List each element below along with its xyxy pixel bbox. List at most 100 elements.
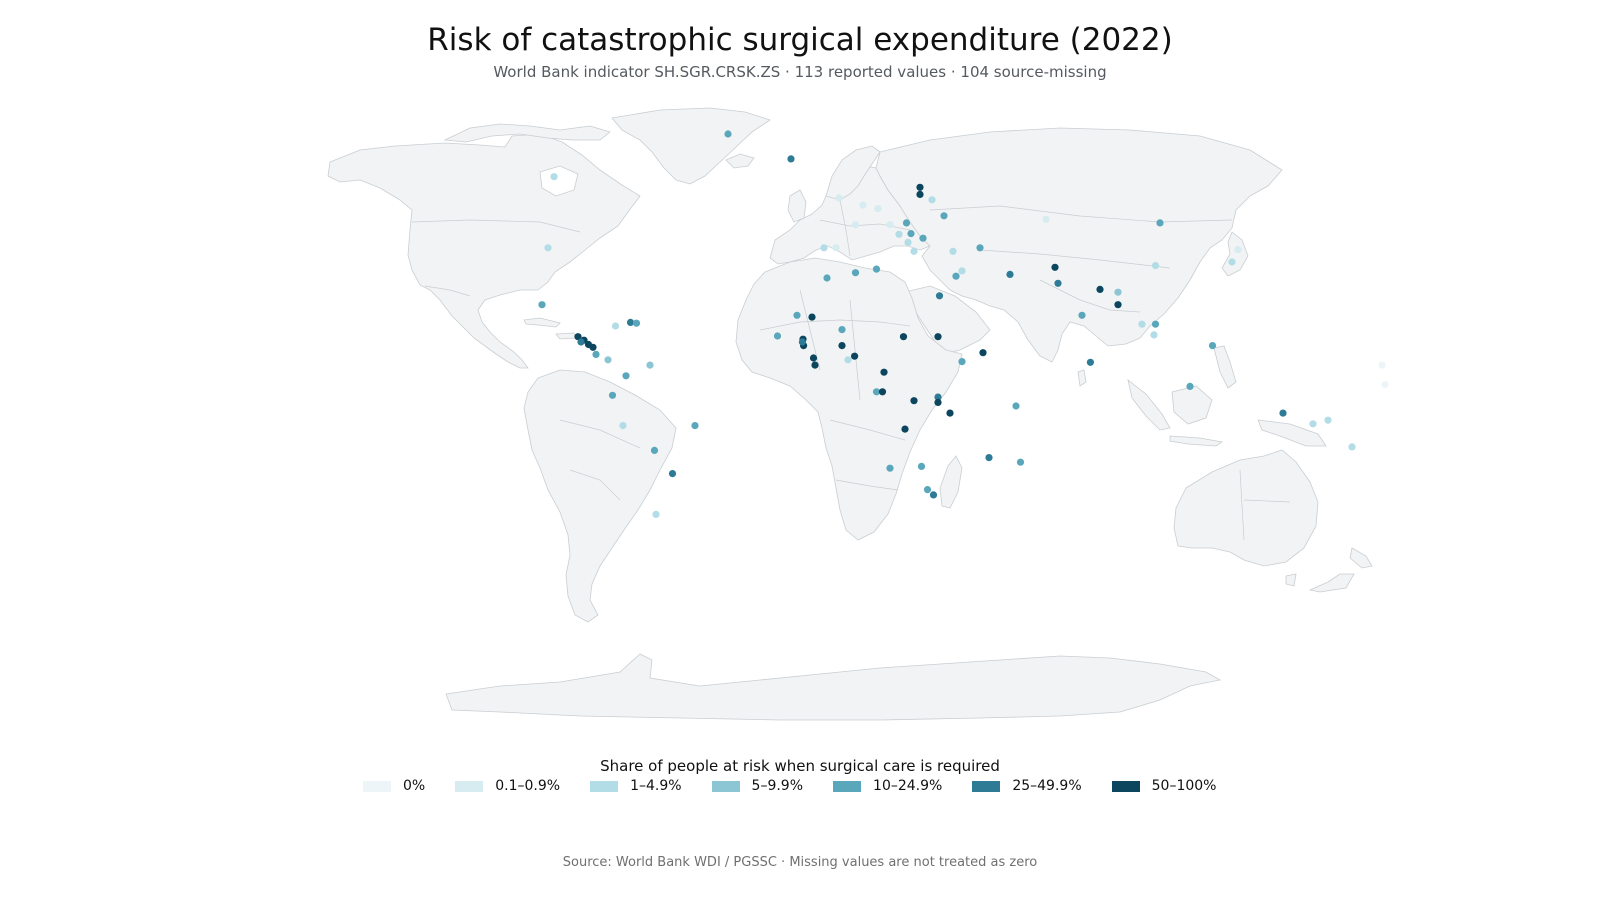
land-north-america [327, 133, 641, 369]
country-point [934, 393, 942, 401]
land-iceland [725, 153, 755, 169]
country-point [859, 201, 867, 209]
legend-item: 0.1–0.9% [455, 778, 560, 794]
land-hispaniola [555, 332, 577, 340]
country-point [1279, 409, 1287, 417]
country-point [895, 230, 903, 238]
border-europe-a [819, 219, 911, 231]
country-point [650, 446, 659, 454]
country-point [1208, 342, 1217, 350]
country-point [952, 272, 960, 280]
country-point [544, 244, 552, 252]
country-point [1381, 381, 1389, 389]
country-point [622, 372, 630, 380]
country-point [929, 491, 938, 499]
country-point [874, 205, 882, 213]
country-point [940, 212, 948, 220]
hudson-bay [539, 165, 579, 197]
country-point [646, 361, 654, 369]
country-point [793, 311, 801, 319]
country-point [577, 338, 585, 346]
land-asia [875, 127, 1283, 363]
land-madagascar [939, 455, 963, 509]
legend-item: 50–100% [1111, 778, 1216, 794]
legend-swatch [1111, 780, 1140, 792]
country-point [1086, 358, 1094, 366]
country-point [907, 230, 915, 238]
country-point [934, 333, 942, 341]
country-point [608, 391, 617, 399]
country-point [958, 267, 966, 275]
legend-swatch [363, 780, 391, 792]
country-point [668, 470, 677, 478]
land-cuba [523, 317, 561, 328]
border-asia-a [929, 205, 1233, 223]
country-point [787, 155, 795, 163]
country-point [724, 130, 732, 138]
country-point [923, 486, 932, 494]
country-point [949, 247, 957, 255]
country-point [838, 326, 846, 334]
country-point [910, 397, 918, 405]
border-asia-b [979, 249, 1171, 269]
border-africa-e [835, 479, 899, 491]
country-point [1051, 263, 1059, 271]
country-point [1151, 320, 1160, 328]
border-south-america-a [559, 419, 641, 449]
country-point [838, 342, 846, 350]
legend-item: 1–4.9% [590, 778, 682, 794]
country-point [1151, 262, 1160, 270]
border-australia [1239, 469, 1291, 541]
country-point [851, 269, 860, 277]
country-point [1042, 215, 1050, 223]
legend: 0% 0.1–0.9% 1–4.9% 5–9.9% 10–24.9% 25–49.9% 50… [363, 778, 1246, 794]
country-point [574, 333, 582, 341]
border-us-canada [411, 219, 581, 233]
country-point [652, 510, 660, 518]
country-point [619, 422, 627, 430]
country-point [811, 361, 819, 369]
legend-item: 5–9.9% [711, 778, 803, 794]
country-point [934, 398, 942, 406]
country-point [916, 183, 924, 191]
country-point [798, 338, 807, 346]
legend-item: 10–24.9% [833, 778, 942, 794]
legend-swatch [711, 780, 740, 792]
country-borders [411, 199, 1291, 541]
country-point [958, 358, 966, 366]
country-point [1016, 458, 1025, 466]
landmasses [327, 107, 1373, 721]
country-point [1114, 288, 1122, 296]
border-south-america-b [569, 469, 621, 501]
legend-swatch [972, 780, 1001, 792]
legend-label: 0% [403, 778, 426, 794]
country-point [880, 368, 888, 376]
land-sumatra [1127, 379, 1171, 431]
country-point [809, 354, 818, 362]
country-point [976, 244, 984, 252]
border-africa-d [829, 419, 906, 441]
legend-label: 10–24.9% [873, 778, 943, 794]
legend-item: 0% [363, 778, 425, 794]
country-point [916, 190, 924, 198]
legend-swatch [833, 780, 862, 792]
country-point [1378, 361, 1386, 369]
border-africa-a [759, 319, 911, 331]
country-point [1054, 279, 1062, 287]
country-point [604, 356, 612, 364]
country-point [928, 196, 936, 204]
land-tasmania [1285, 573, 1297, 587]
legend-label: 25–49.9% [1012, 778, 1082, 794]
land-arabia [904, 285, 991, 355]
country-point [872, 265, 881, 273]
country-point [901, 425, 909, 433]
country-point [1078, 311, 1086, 319]
land-sri-lanka [1077, 369, 1087, 387]
country-point [820, 244, 828, 252]
country-point [844, 356, 852, 364]
legend-title: Share of people at risk when surgical ca… [600, 757, 1000, 775]
country-point [1186, 382, 1194, 390]
country-point [1309, 420, 1317, 428]
country-point [985, 454, 993, 462]
country-point [1348, 443, 1356, 451]
